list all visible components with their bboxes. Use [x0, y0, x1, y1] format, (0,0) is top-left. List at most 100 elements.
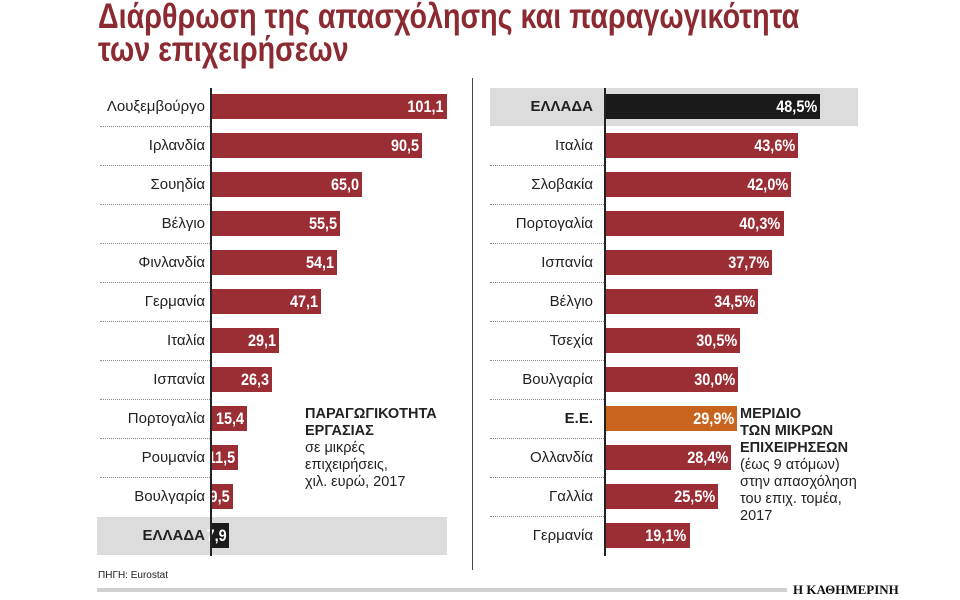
bar: 43,6%	[605, 133, 799, 158]
row-separator	[490, 360, 604, 361]
bar: 55,5	[211, 211, 341, 236]
row-separator	[100, 204, 210, 205]
data-label: 47,1	[289, 292, 318, 311]
category-label: Βέλγιο	[549, 293, 593, 310]
category-label: Λουξεμβούργο	[106, 98, 205, 115]
title-line-1: Διάρθρωση της απασχόλησης και παραγωγικό…	[98, 0, 800, 36]
data-label: 19,1%	[645, 526, 687, 545]
bar: 37,7%	[605, 250, 772, 275]
bar: 34,5%	[605, 289, 758, 314]
left-caption-line: σε μικρές	[305, 440, 365, 456]
bar: 65,0	[211, 172, 363, 197]
left-caption-line: χιλ. ευρώ, 2017	[305, 474, 406, 490]
data-label: 15,4	[215, 409, 244, 428]
source-note: ΠΗΓΗ: Eurostat	[98, 570, 168, 581]
row-separator	[490, 243, 604, 244]
row-separator	[490, 516, 604, 517]
data-label: 26,3	[241, 370, 270, 389]
row-separator	[490, 204, 604, 205]
row-separator	[100, 243, 210, 244]
bar: 9,5	[210, 484, 234, 509]
row-separator	[100, 360, 210, 361]
bar: 26,3	[211, 367, 273, 392]
highlight-band	[97, 517, 447, 555]
category-label: Φινλανδία	[138, 254, 205, 271]
chart-title: Διάρθρωση της απασχόλησης και παραγωγικό…	[98, 0, 800, 67]
category-label: Γερμανία	[144, 293, 205, 310]
bar: 25,5%	[605, 484, 718, 509]
category-label: Ρουμανία	[141, 449, 205, 466]
category-label: Ε.Ε.	[564, 410, 593, 427]
category-label: Ισπανία	[541, 254, 593, 271]
category-label: Ολλανδία	[530, 449, 593, 466]
footer-rule	[97, 588, 787, 592]
row-separator	[100, 438, 210, 439]
data-label: 9,5	[210, 487, 231, 506]
data-label: 29,1	[247, 331, 276, 350]
left-chart-caption: ΠΑΡΑΓΩΓΙΚΟΤΗΤΑ ΕΡΓΑΣΙΑΣ σε μικρές επιχει…	[305, 406, 475, 491]
category-label: Βουλγαρία	[522, 371, 593, 388]
data-label: 30,5%	[696, 331, 738, 350]
data-label: 11,5	[207, 448, 235, 467]
row-separator	[490, 165, 604, 166]
bar: 28,4%	[605, 445, 731, 470]
data-label: 29,9%	[693, 409, 735, 428]
bar: 54,1	[211, 250, 338, 275]
data-label: 90,5	[390, 136, 419, 155]
right-caption-line: 2017	[740, 508, 773, 524]
data-label: 101,1	[407, 97, 444, 116]
bar: 11,5	[207, 445, 238, 470]
row-separator	[490, 399, 604, 400]
data-label: 54,1	[305, 253, 335, 272]
right-caption-title: ΜΕΡΙΔΙΟ	[740, 406, 802, 422]
category-label: Βουλγαρία	[134, 488, 205, 505]
bar: 30,0%	[605, 367, 738, 392]
left-caption-title: ΠΑΡΑΓΩΓΙΚΟΤΗΤΑ ΕΡΓΑΣΙΑΣ	[305, 406, 437, 439]
left-caption-line: επιχειρήσεις,	[305, 457, 388, 473]
category-label: Ιταλία	[554, 137, 593, 154]
bar: 42,0%	[605, 172, 792, 197]
bar: 15,4	[211, 406, 247, 431]
right-caption-title: ΤΩΝ ΜΙΚΡΩΝ	[740, 423, 834, 439]
publisher-logo: Η ΚΑΘΗΜΕΡΙΝΗ	[793, 582, 899, 597]
axis-line	[604, 88, 606, 556]
data-label: 65,0	[331, 175, 360, 194]
category-label: Πορτογαλία	[515, 215, 593, 232]
right-caption-line: του επιχ. τομέα,	[740, 491, 842, 507]
data-label: 42,0%	[747, 175, 789, 194]
right-caption-title: ΕΠΙΧΕΙΡΗΣΕΩΝ	[740, 440, 849, 456]
axis-line	[210, 88, 212, 556]
category-label: Ιρλανδία	[148, 137, 205, 154]
data-label: 37,7%	[728, 253, 769, 272]
data-label: 28,4%	[686, 448, 728, 467]
row-separator	[490, 321, 604, 322]
data-label: 43,6%	[754, 136, 796, 155]
category-label: ΕΛΛΑΔΑ	[530, 98, 593, 115]
data-label: 34,5%	[713, 292, 755, 311]
row-separator	[100, 126, 210, 127]
category-label: Σλοβακία	[531, 176, 593, 193]
bar: 90,5	[211, 133, 422, 158]
row-separator	[100, 282, 210, 283]
category-label: Ισπανία	[153, 371, 205, 388]
bar: 101,1	[211, 94, 447, 119]
bar: 19,1%	[605, 523, 690, 548]
right-chart-caption: ΜΕΡΙΔΙΟ ΤΩΝ ΜΙΚΡΩΝ ΕΠΙΧΕΙΡΗΣΕΩΝ (έως 9 α…	[740, 406, 857, 525]
row-separator	[490, 282, 604, 283]
bar: 29,9%	[605, 406, 738, 431]
category-label: Τσεχία	[549, 332, 593, 349]
row-separator	[100, 165, 210, 166]
category-label: Γερμανία	[532, 527, 593, 544]
category-label: Ιταλία	[166, 332, 205, 349]
data-label: 25,5%	[673, 487, 715, 506]
category-label: ΕΛΛΑΔΑ	[142, 527, 205, 544]
data-label: 55,5	[309, 214, 338, 233]
bar: 48,5%	[605, 94, 820, 119]
panel-divider	[472, 78, 473, 570]
category-label: Γαλλία	[549, 488, 593, 505]
category-label: Σουηδία	[150, 176, 205, 193]
category-label: Πορτογαλία	[127, 410, 205, 427]
row-separator	[100, 321, 210, 322]
